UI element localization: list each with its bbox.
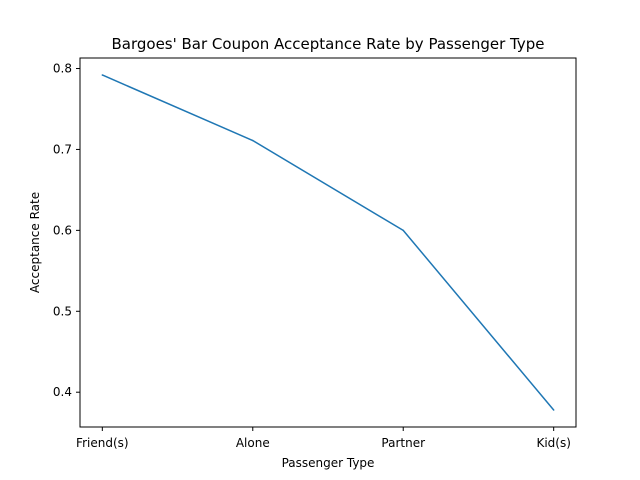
y-tick-label: 0.6: [53, 223, 72, 237]
data-point: [552, 409, 555, 411]
data-point: [252, 139, 254, 142]
y-tick-label: 0.5: [53, 304, 72, 318]
data-point: [402, 229, 404, 232]
data-point: [101, 74, 104, 76]
plot-series: [101, 74, 555, 411]
series-line: [102, 74, 555, 411]
y-tick-label: 0.7: [53, 142, 72, 156]
x-tick-label: Friend(s): [76, 436, 129, 450]
x-tick-label: Alone: [236, 436, 270, 450]
plot-frame: [79, 57, 577, 428]
y-axis: 0.4 0.5 0.6 0.7 0.8: [53, 62, 80, 399]
y-axis-label: Acceptance Rate: [28, 192, 42, 293]
y-tick-label: 0.4: [53, 385, 72, 399]
x-axis-label: Passenger Type: [282, 456, 375, 470]
x-tick-label: Kid(s): [536, 436, 570, 450]
chart-title: Bargoes' Bar Coupon Acceptance Rate by P…: [111, 35, 544, 53]
y-tick-label: 0.8: [53, 62, 72, 76]
x-tick-label: Partner: [381, 436, 425, 450]
x-axis: Friend(s) Alone Partner Kid(s): [76, 427, 571, 450]
